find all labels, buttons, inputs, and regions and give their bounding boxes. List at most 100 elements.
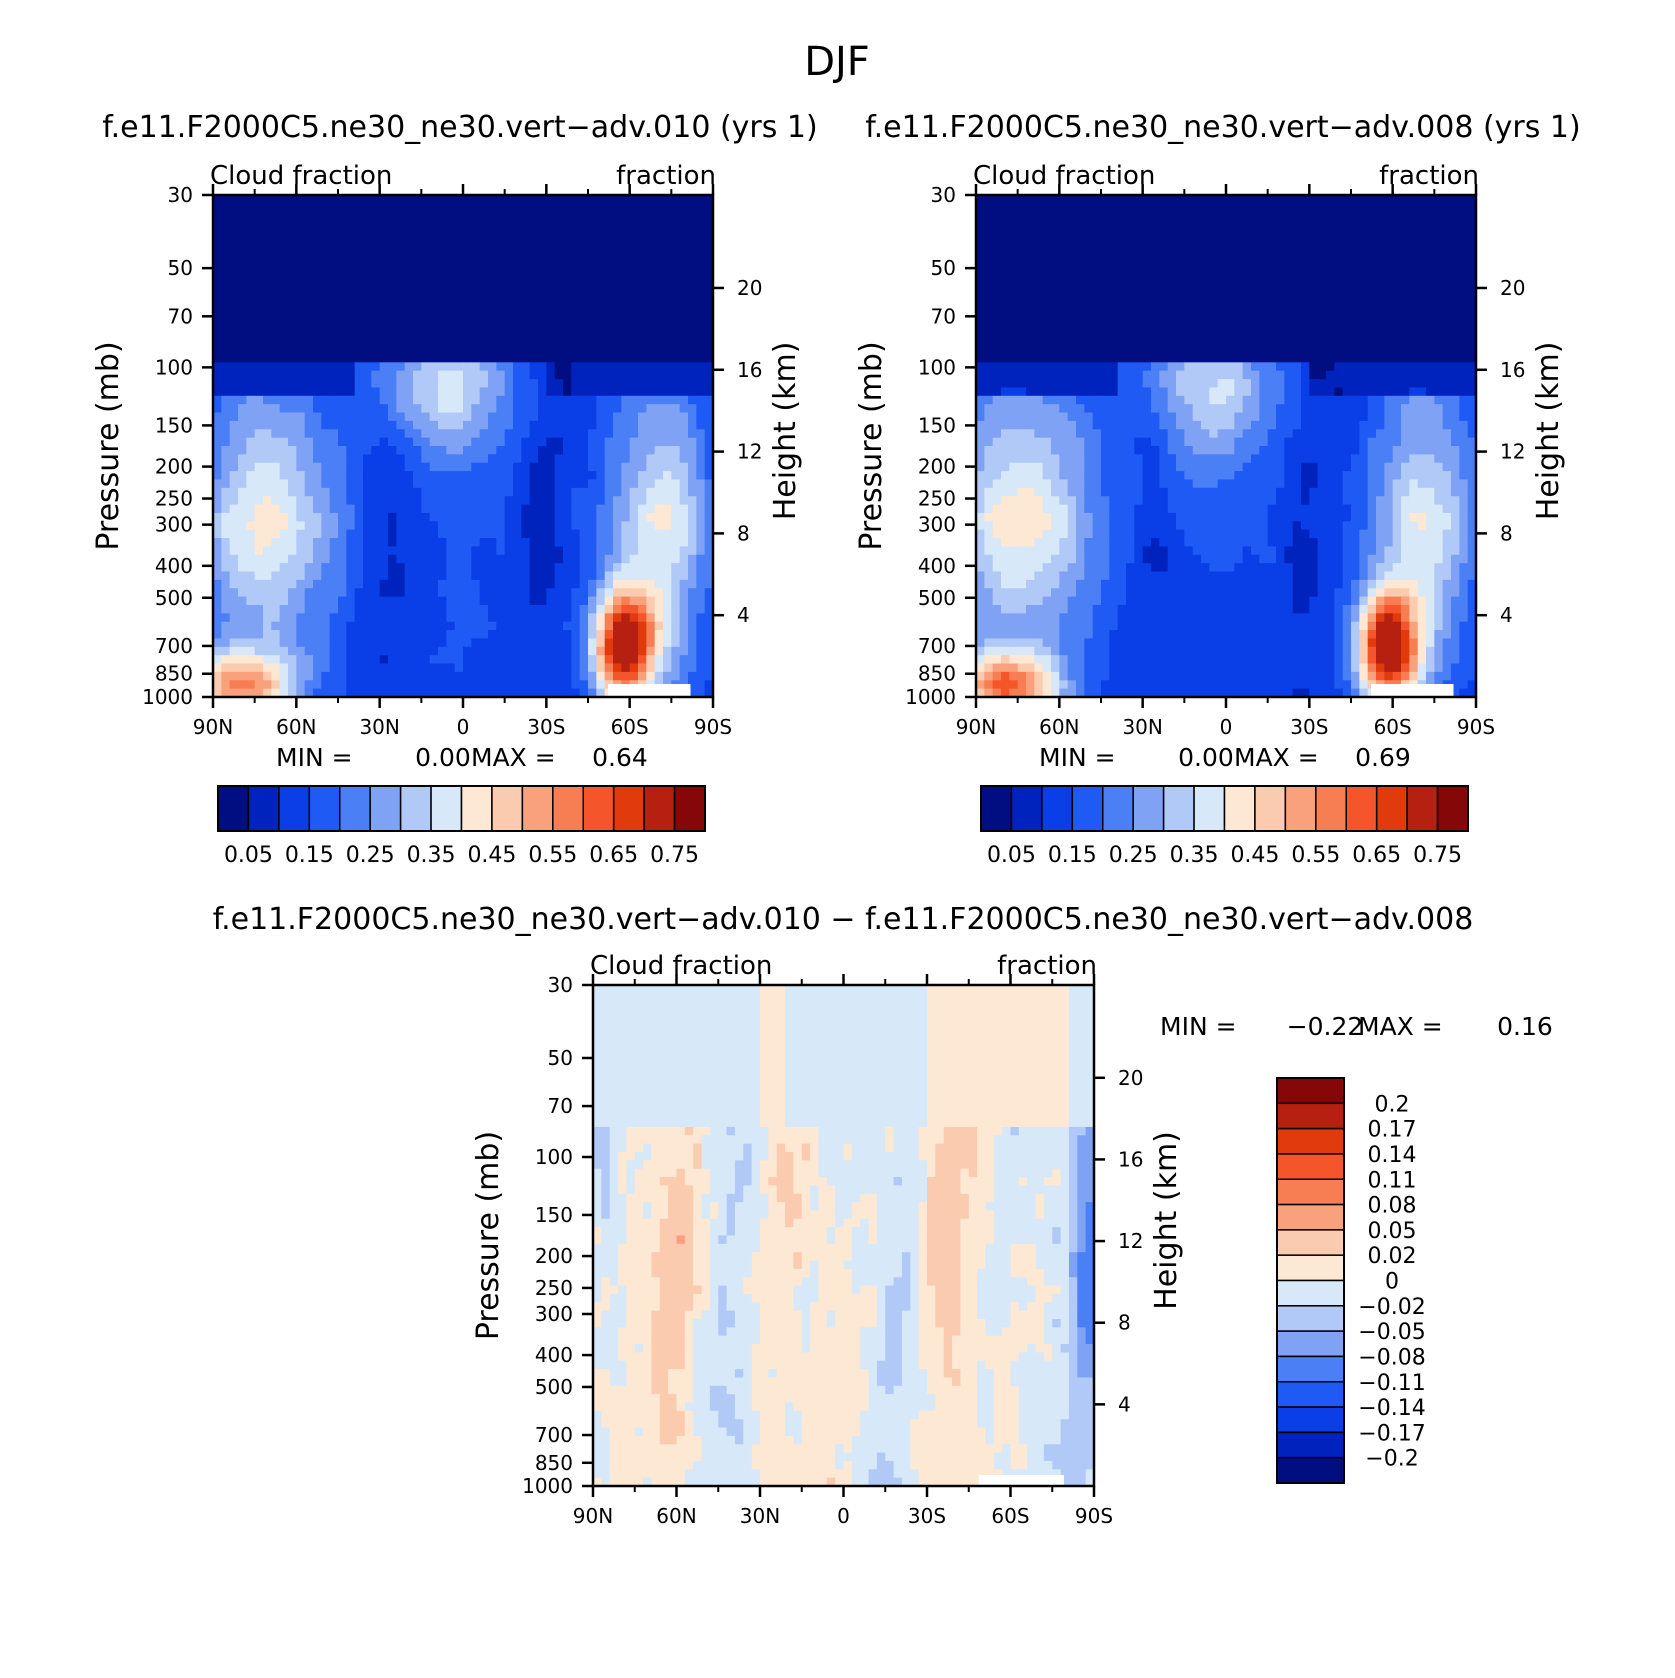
heatmap-cell (1309, 270, 1319, 280)
heatmap-cell (696, 646, 706, 656)
heatmap-cell (379, 320, 389, 330)
heatmap-cell (1067, 353, 1077, 363)
heatmap-cell (1434, 220, 1444, 230)
heatmap-cell (221, 671, 231, 681)
heatmap-cell (371, 437, 381, 447)
heatmap-cell (421, 437, 431, 447)
heatmap-cell (229, 655, 239, 665)
heatmap-cell (563, 429, 572, 439)
heatmap-cell (1401, 195, 1410, 204)
heatmap-cell (529, 680, 539, 690)
heatmap-cell (479, 621, 489, 631)
heatmap-cell (238, 404, 247, 414)
heatmap-cell (346, 236, 356, 246)
heatmap-cell (654, 588, 664, 598)
heatmap-cell (363, 195, 372, 204)
heatmap-cell (588, 571, 597, 581)
heatmap-cell (646, 245, 656, 255)
heatmap-cell (338, 596, 347, 606)
heatmap-cell (1417, 353, 1427, 363)
heatmap-cell (221, 437, 231, 447)
heatmap-cell (513, 487, 522, 497)
heatmap-cell (354, 379, 364, 389)
heatmap-cell (663, 370, 672, 380)
heatmap-cell (1026, 203, 1035, 213)
heatmap-cell (1001, 228, 1010, 238)
heatmap-cell (388, 630, 397, 640)
heatmap-cell (521, 429, 531, 439)
heatmap-cell (496, 195, 506, 204)
heatmap-cell (254, 579, 264, 589)
heatmap-cell (513, 379, 522, 389)
heatmap-cell (213, 479, 222, 489)
heatmap-cell (1084, 261, 1094, 271)
heatmap-cell (496, 320, 506, 330)
heatmap-cell (688, 471, 697, 481)
heatmap-cell (296, 412, 306, 422)
heatmap-cell (1259, 270, 1269, 280)
heatmap-cell (213, 680, 222, 690)
heatmap-cell (396, 362, 406, 372)
heatmap-cell (1151, 295, 1160, 305)
heatmap-cell (1434, 195, 1444, 204)
heatmap-cell (296, 395, 306, 405)
heatmap-cell (646, 295, 656, 305)
heatmap-cell (1051, 195, 1060, 204)
heatmap-cell (296, 546, 306, 556)
heatmap-cell (1359, 245, 1369, 255)
heatmap-cell (304, 379, 314, 389)
heatmap-cell (629, 395, 639, 405)
heatmap-cell (496, 504, 506, 514)
heatmap-cell (646, 671, 656, 681)
heatmap-cell (1101, 236, 1110, 246)
heatmap-cell (413, 546, 422, 556)
heatmap-cell (604, 287, 614, 296)
heatmap-cell (488, 688, 497, 698)
heatmap-cell (513, 471, 522, 481)
heatmap-cell (638, 320, 647, 330)
heatmap-cell (379, 579, 389, 589)
heatmap-cell (596, 638, 606, 648)
heatmap-cell (288, 337, 297, 347)
heatmap-cell (629, 203, 639, 213)
heatmap-cell (288, 554, 297, 564)
heatmap-cell (213, 462, 222, 472)
heatmap-cell (213, 646, 222, 656)
heatmap-cell (479, 563, 489, 573)
heatmap-cell (1217, 353, 1227, 363)
heatmap-cell (363, 395, 372, 405)
heatmap-cell (1051, 353, 1060, 363)
heatmap-cell (679, 287, 689, 296)
heatmap-cell (613, 404, 622, 414)
heatmap-cell (1226, 195, 1235, 204)
heatmap-cell (1334, 211, 1344, 221)
heatmap-cell (563, 512, 572, 522)
heatmap-cell (563, 236, 572, 246)
heatmap-cell (463, 538, 472, 547)
heatmap-cell (1217, 236, 1227, 246)
heatmap-cell (529, 579, 539, 589)
heatmap-cell (563, 362, 572, 372)
heatmap-cell (1101, 328, 1110, 338)
heatmap-cell (421, 328, 431, 338)
heatmap-cell (429, 345, 439, 355)
heatmap-cell (1151, 220, 1160, 230)
heatmap-cell (513, 663, 522, 673)
heatmap-cell (696, 613, 706, 623)
heatmap-cell (1051, 287, 1060, 296)
heatmap-cell (396, 203, 406, 213)
heatmap-cell (1184, 320, 1194, 330)
heatmap-cell (554, 295, 564, 305)
heatmap-cell (296, 638, 306, 648)
heatmap-cell (279, 546, 289, 556)
heatmap-cell (1009, 195, 1019, 204)
heatmap-cell (538, 655, 547, 665)
heatmap-cell (413, 471, 422, 481)
heatmap-cell (563, 630, 572, 640)
heatmap-cell (1084, 253, 1094, 263)
heatmap-cell (304, 370, 314, 380)
heatmap-cell (563, 203, 572, 213)
heatmap-cell (1159, 295, 1169, 305)
heatmap-cell (654, 261, 664, 271)
heatmap-cell (1009, 203, 1019, 213)
